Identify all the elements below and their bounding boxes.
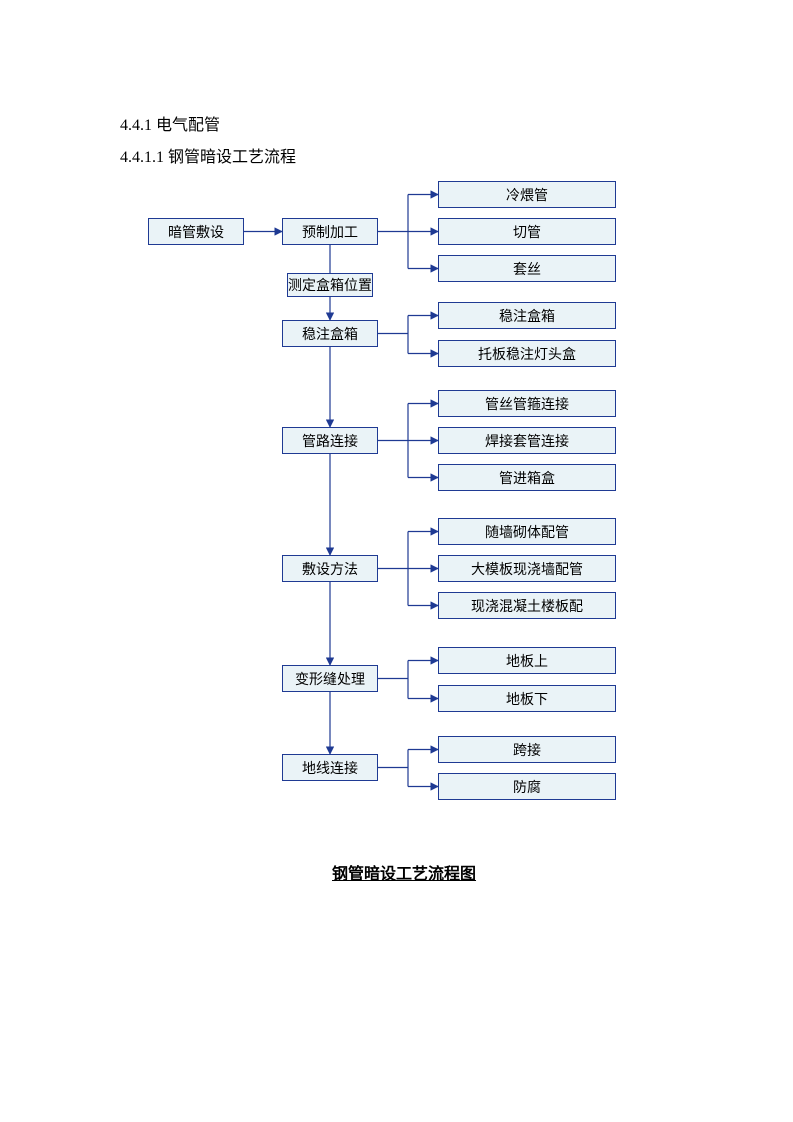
flowchart-node-label: 焊接套管连接 [485,431,569,451]
flowchart-node-label: 管进箱盒 [499,468,555,488]
flowchart-node-label: 敷设方法 [302,559,358,579]
flowchart-node: 焊接套管连接 [438,427,616,454]
flowchart-node-label: 地板下 [506,689,548,709]
flowchart-node: 托板稳注灯头盒 [438,340,616,367]
flowchart-node-label: 随墙砌体配管 [485,522,569,542]
flowchart-node: 防腐 [438,773,616,800]
flowchart-node: 预制加工 [282,218,378,245]
flowchart-node-label: 切管 [513,222,541,242]
flowchart-node: 暗管敷设 [148,218,244,245]
flowchart-node: 跨接 [438,736,616,763]
flowchart-node: 地板上 [438,647,616,674]
flowchart-node-label: 防腐 [513,777,541,797]
flowchart-node: 套丝 [438,255,616,282]
flowchart-node: 冷煨管 [438,181,616,208]
flowchart-node: 地板下 [438,685,616,712]
flowchart-node: 切管 [438,218,616,245]
flowchart-node-label: 管丝管箍连接 [485,394,569,414]
flowchart-node: 地线连接 [282,754,378,781]
flowchart-node-label: 地板上 [506,651,548,671]
flowchart-node-label: 稳注盒箱 [302,324,358,344]
flowchart-node-label: 预制加工 [302,222,358,242]
flowchart-node-label: 冷煨管 [506,185,548,205]
flowchart-node: 测定盒箱位置 [287,273,373,297]
flowchart-node-label: 地线连接 [302,758,358,778]
flowchart-node-label: 暗管敷设 [168,222,224,242]
section-heading-1: 4.4.1 电气配管 [120,110,673,142]
flowchart-node: 管丝管箍连接 [438,390,616,417]
flowchart-node: 管路连接 [282,427,378,454]
flowchart-node-label: 变形缝处理 [295,669,365,689]
flowchart-node-label: 稳注盒箱 [499,306,555,326]
flowchart-node: 现浇混凝土楼板配 [438,592,616,619]
section-heading-2: 4.4.1.1 钢管暗设工艺流程 [120,142,673,174]
flowchart-node: 稳注盒箱 [282,320,378,347]
flowchart-node-label: 大模板现浇墙配管 [471,559,583,579]
flowchart-node-label: 跨接 [513,740,541,760]
flowchart-node: 变形缝处理 [282,665,378,692]
flowchart-caption: 钢管暗设工艺流程图 [332,860,476,884]
flowchart-node-label: 托板稳注灯头盒 [478,344,576,364]
flowchart-node-label: 管路连接 [302,431,358,451]
flowchart-node: 管进箱盒 [438,464,616,491]
flowchart-node-label: 现浇混凝土楼板配 [471,596,583,616]
flowchart-node-label: 测定盒箱位置 [288,275,372,295]
flowchart-node: 大模板现浇墙配管 [438,555,616,582]
flowchart-node: 敷设方法 [282,555,378,582]
flowchart-node-label: 套丝 [513,259,541,279]
flowchart-node: 随墙砌体配管 [438,518,616,545]
flowchart-node: 稳注盒箱 [438,302,616,329]
